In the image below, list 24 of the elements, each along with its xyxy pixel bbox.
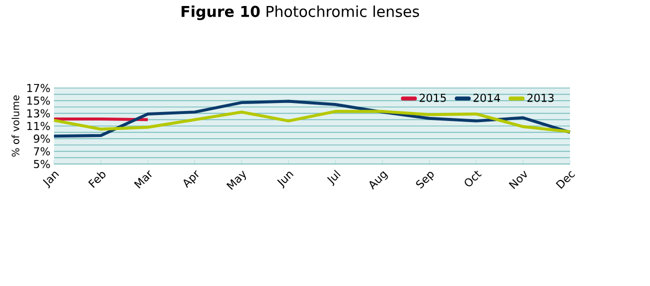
line-series bbox=[52, 110, 572, 134]
x-tick-label: Jan bbox=[42, 172, 59, 189]
y-tick-label: 9% bbox=[34, 134, 50, 143]
x-tick-label: Aug bbox=[369, 171, 388, 190]
x-tick-label: Mar bbox=[134, 170, 152, 188]
legend-label: 2013 bbox=[527, 94, 554, 102]
x-tick-label: Jun bbox=[277, 172, 294, 189]
x-tick-label: Feb bbox=[88, 172, 106, 188]
y-tick-label: 11% bbox=[27, 122, 50, 130]
x-tick-label: Jul bbox=[327, 170, 341, 186]
x-tick-label: Oct bbox=[464, 170, 482, 186]
x-tick-label: Sep bbox=[416, 172, 434, 189]
y-tick-label: 15% bbox=[27, 96, 50, 105]
chart-title: Figure 10 Photochromic lenses bbox=[182, 6, 419, 20]
x-tick-label: Dec bbox=[556, 171, 575, 189]
x-tick-label: Nov bbox=[508, 170, 527, 189]
legend-label: 2014 bbox=[474, 94, 500, 102]
y-tick-label: 13% bbox=[27, 109, 50, 118]
y-tick-label: 5% bbox=[34, 160, 50, 168]
y-tick-label: 7% bbox=[34, 147, 50, 156]
y-axis-title: % of volume bbox=[12, 95, 20, 157]
legend-label: 2015 bbox=[420, 94, 446, 102]
x-tick-label: Apr bbox=[184, 170, 199, 188]
y-tick-label: 17% bbox=[27, 84, 50, 92]
